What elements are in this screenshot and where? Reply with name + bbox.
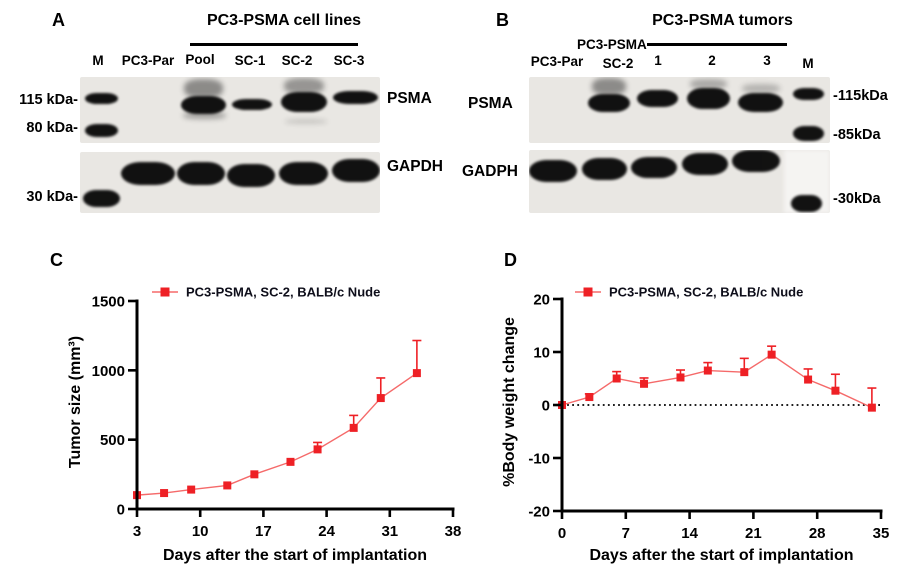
svg-text:14: 14 — [681, 525, 698, 542]
panel-a-psma-blot — [80, 77, 380, 143]
svg-text:0: 0 — [542, 398, 550, 415]
panel-b-group-label: PC3-PSMA — [577, 37, 647, 52]
svg-text:10: 10 — [533, 345, 550, 362]
svg-text:-20: -20 — [528, 504, 550, 521]
panel-b-gadph-row-label: GADPH — [462, 163, 518, 180]
protein-band — [181, 96, 226, 114]
protein-band — [529, 160, 577, 182]
band-smear — [592, 78, 626, 95]
protein-band — [83, 190, 120, 207]
svg-text:10: 10 — [192, 523, 209, 540]
protein-band — [281, 92, 327, 112]
body-weight-chart: 0 7 14 21 28 35 -20 -10 0 10 20 Days after the star… — [501, 285, 890, 565]
protein-band — [793, 126, 824, 141]
svg-text:38: 38 — [445, 523, 462, 540]
panel-b-lane-2: 2 — [708, 53, 716, 68]
panel-b-lane-sc2: SC-2 — [602, 56, 634, 71]
svg-text:-10: -10 — [528, 451, 550, 468]
protein-band — [793, 88, 824, 100]
svg-text:35: 35 — [873, 525, 890, 542]
panel-b-title-underline — [647, 43, 787, 46]
panel-b-psma-row-label: PSMA — [468, 95, 513, 112]
band-smear — [284, 78, 324, 94]
protein-band — [631, 157, 677, 178]
protein-band — [232, 99, 272, 110]
protein-band — [588, 94, 630, 112]
protein-band — [682, 153, 728, 175]
panel-d-label: D — [504, 250, 517, 270]
tumor-size-chart: 3 10 17 24 31 38 0 500 1000 1500 Days after the st… — [67, 285, 462, 565]
protein-band — [332, 159, 380, 182]
protein-band — [85, 124, 118, 137]
panel-a-lane-pool: Pool — [185, 52, 215, 67]
svg-text:PC3-PSMA, SC-2, BALB/c Nude: PC3-PSMA, SC-2, BALB/c Nude — [186, 285, 380, 300]
svg-text:Days after the start of implan: Days after the start of implantation — [163, 547, 427, 564]
protein-band — [121, 162, 175, 185]
svg-text:Tumor size (mm³): Tumor size (mm³) — [67, 336, 84, 468]
panel-b-psma-blot — [529, 77, 830, 143]
svg-text:20: 20 — [533, 292, 550, 309]
panel-b-marker-85kda: -85kDa — [833, 127, 881, 143]
panel-b-title: PC3-PSMA tumors — [652, 12, 793, 29]
panel-a-lane-sc2: SC-2 — [281, 53, 313, 68]
panel-a-marker-30kda: 30 kDa- — [26, 189, 78, 205]
svg-text:7: 7 — [622, 525, 630, 542]
protein-band — [732, 150, 780, 172]
svg-text:1000: 1000 — [92, 363, 125, 380]
panel-a-gapdh-row-label: GAPDH — [387, 158, 443, 175]
panel-b-lane-m: M — [802, 56, 814, 71]
protein-band — [637, 90, 678, 107]
band-smear — [285, 120, 327, 123]
panel-a-psma-row-label: PSMA — [387, 90, 432, 107]
svg-text:Days after the start of implan: Days after the start of implantation — [589, 547, 853, 564]
band-smear — [183, 112, 226, 119]
panel-b-marker-115kda: -115kDa — [833, 88, 888, 104]
protein-band — [687, 88, 730, 109]
band-smear — [184, 79, 223, 98]
panel-a-marker-80kda: 80 kDa- — [26, 120, 78, 136]
protein-band — [177, 162, 225, 185]
panel-a-label: A — [52, 10, 65, 30]
panel-b-gadph-blot — [529, 150, 830, 213]
panel-b-lane-pc3par: PC3-Par — [530, 54, 584, 69]
protein-band — [738, 93, 783, 112]
panel-a-lane-sc1: SC-1 — [234, 53, 266, 68]
protein-band — [582, 158, 627, 180]
panel-a-title-underline — [190, 43, 358, 46]
panel-a-gapdh-blot — [80, 152, 380, 213]
protein-band — [227, 164, 275, 187]
panel-b-label: B — [496, 10, 509, 30]
svg-text:500: 500 — [100, 432, 125, 449]
panel-a-lane-pc3par: PC3-Par — [121, 53, 175, 68]
panel-b-lane-3: 3 — [763, 53, 771, 68]
panel-a-lane-sc3: SC-3 — [333, 53, 365, 68]
panel-a-title: PC3-PSMA cell lines — [206, 12, 362, 29]
protein-band — [279, 162, 328, 185]
svg-text:31: 31 — [381, 523, 398, 540]
band-smear — [742, 84, 780, 93]
panel-c-label: C — [50, 250, 63, 270]
panel-b-marker-30kda: -30kDa — [833, 191, 881, 207]
panel-b-lane-1: 1 — [654, 53, 662, 68]
panel-a-marker-115kda: 115 kDa- — [19, 92, 78, 108]
svg-text:0: 0 — [117, 502, 125, 519]
protein-band — [85, 93, 118, 104]
protein-band — [791, 195, 822, 212]
panel-a-lane-m: M — [92, 53, 104, 68]
band-smear — [690, 79, 727, 89]
svg-text:%Body weight change: %Body weight change — [501, 317, 518, 487]
svg-text:0: 0 — [558, 525, 566, 542]
protein-band — [333, 91, 378, 104]
svg-text:21: 21 — [745, 525, 762, 542]
svg-text:24: 24 — [318, 523, 335, 540]
svg-text:PC3-PSMA, SC-2, BALB/c Nude: PC3-PSMA, SC-2, BALB/c Nude — [609, 285, 803, 300]
svg-text:17: 17 — [255, 523, 272, 540]
svg-text:28: 28 — [809, 525, 826, 542]
svg-text:1500: 1500 — [92, 294, 125, 311]
svg-text:3: 3 — [133, 523, 141, 540]
